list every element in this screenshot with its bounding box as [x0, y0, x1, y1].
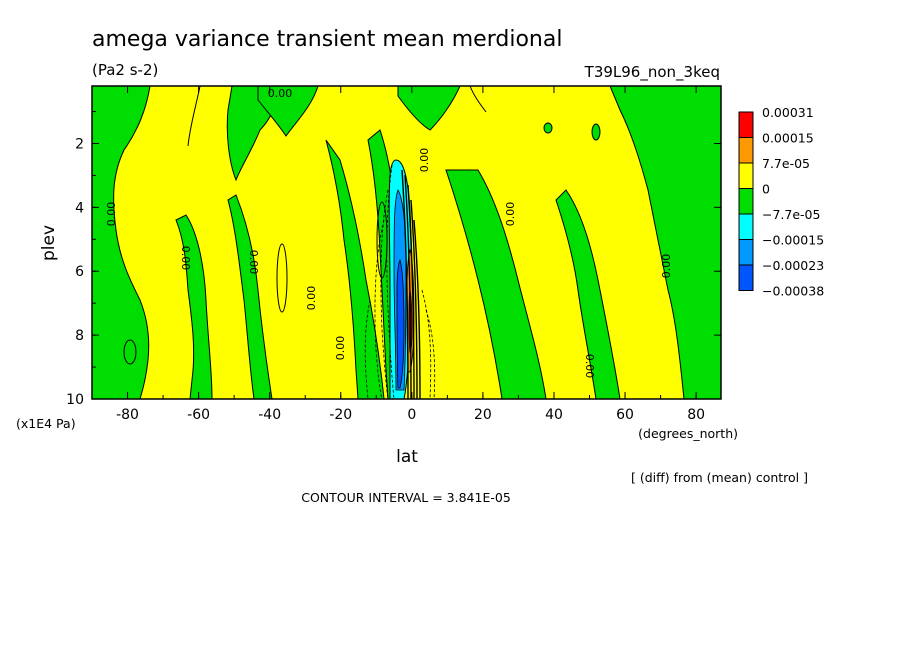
footnote: [ (diff) from (mean) control ]	[631, 470, 808, 485]
y-tick-label: 6	[75, 264, 84, 280]
experiment-label: T39L96_non_3keq	[584, 63, 720, 82]
x-tick-label: -40	[258, 407, 281, 423]
x-tick-label: -80	[116, 407, 139, 423]
contour-label: 0.00	[418, 148, 431, 173]
negative-regions	[92, 86, 721, 399]
green-region-north-pole	[609, 86, 721, 399]
green-region-south-pole	[92, 86, 151, 399]
colorbar-swatch	[738, 137, 754, 164]
colorbar-swatch	[738, 188, 754, 215]
contour-label: 0.00	[247, 250, 260, 275]
contour-label: 0.00	[504, 202, 517, 227]
colorbar-label: −7.7e-05	[762, 207, 820, 222]
x-axis-ticks: -80 -60 -40 -20 0 20 40 60 80	[91, 86, 705, 423]
chart-title: amega variance transient mean merdional	[92, 27, 562, 52]
colorbar-label: −0.00038	[762, 284, 824, 299]
x-tick-label: 0	[407, 407, 416, 423]
colorbar-swatch	[738, 264, 754, 291]
x-axis-units: (degrees_north)	[638, 426, 738, 441]
contour-label: 0.00	[305, 286, 318, 311]
green-patch-1	[123, 339, 137, 365]
x-tick-label: 80	[687, 407, 705, 423]
colorbar-label: 7.7e-05	[762, 156, 810, 171]
x-tick-label: 20	[474, 407, 492, 423]
colorbar-swatch	[738, 239, 754, 266]
green-region-minus-20	[325, 139, 385, 399]
plot-area: 0.00 0.00 0.00 0.00 0.00 0.00 0.00 0.00 …	[92, 86, 721, 399]
x-tick-label: 40	[545, 407, 563, 423]
contour-label: 0.00	[105, 202, 118, 227]
green-region-north-20	[445, 169, 547, 399]
x-axis-label: lat	[396, 447, 418, 467]
colorbar-label: −0.00015	[762, 233, 824, 248]
x-tick-label: -20	[329, 407, 352, 423]
colorbar-swatch	[738, 213, 754, 240]
green-region-minus-40	[257, 86, 319, 137]
contour-label: 0.00	[268, 87, 293, 100]
equatorial-core	[364, 159, 436, 399]
dense-core-contours	[401, 169, 421, 399]
contour-label: 0.00	[179, 246, 192, 271]
colorbar-label: 0.00031	[762, 105, 814, 120]
plot-frame	[91, 85, 722, 400]
colorbar-swatch	[738, 162, 754, 189]
y-axis-ticks: 2 4 6 8 10	[66, 111, 721, 408]
y-tick-label: 8	[75, 328, 84, 344]
y-tick-label: 10	[66, 392, 84, 408]
dashed-negative-contours	[364, 164, 436, 399]
y-tick-label: 2	[75, 136, 84, 152]
colorbar-swatch	[738, 111, 754, 138]
colorbar-label: −0.00023	[762, 258, 824, 273]
colorbar: 0.00031 0.00015 7.7e-05 0 −7.7e-05 −0.00015 −0…	[738, 105, 824, 299]
colorbar-label: 0.00015	[762, 131, 814, 146]
colorbar-label: 0	[762, 182, 770, 197]
x-tick-label: -60	[187, 407, 210, 423]
y-axis-label: plev	[39, 225, 59, 261]
chart-units: (Pa2 s-2)	[92, 61, 158, 79]
green-patch-2	[543, 122, 553, 134]
green-region-south-mid	[175, 214, 213, 399]
contour-label: 0.00	[660, 254, 673, 279]
x-tick-label: 60	[616, 407, 634, 423]
contour-label: 0.00	[583, 354, 596, 379]
green-region-left-strip	[227, 194, 273, 399]
y-axis-units: (x1E4 Pa)	[16, 416, 76, 431]
contour-interval: CONTOUR INTERVAL = 3.841E-05	[301, 490, 511, 505]
contour-label: 0.00	[334, 336, 347, 361]
green-region-upper-center	[397, 86, 461, 131]
y-tick-label: 4	[75, 200, 84, 216]
green-patch-3	[591, 123, 601, 141]
deep-blue-core	[396, 258, 405, 389]
contour-labels: 0.00 0.00 0.00 0.00 0.00 0.00 0.00 0.00 …	[105, 87, 673, 378]
